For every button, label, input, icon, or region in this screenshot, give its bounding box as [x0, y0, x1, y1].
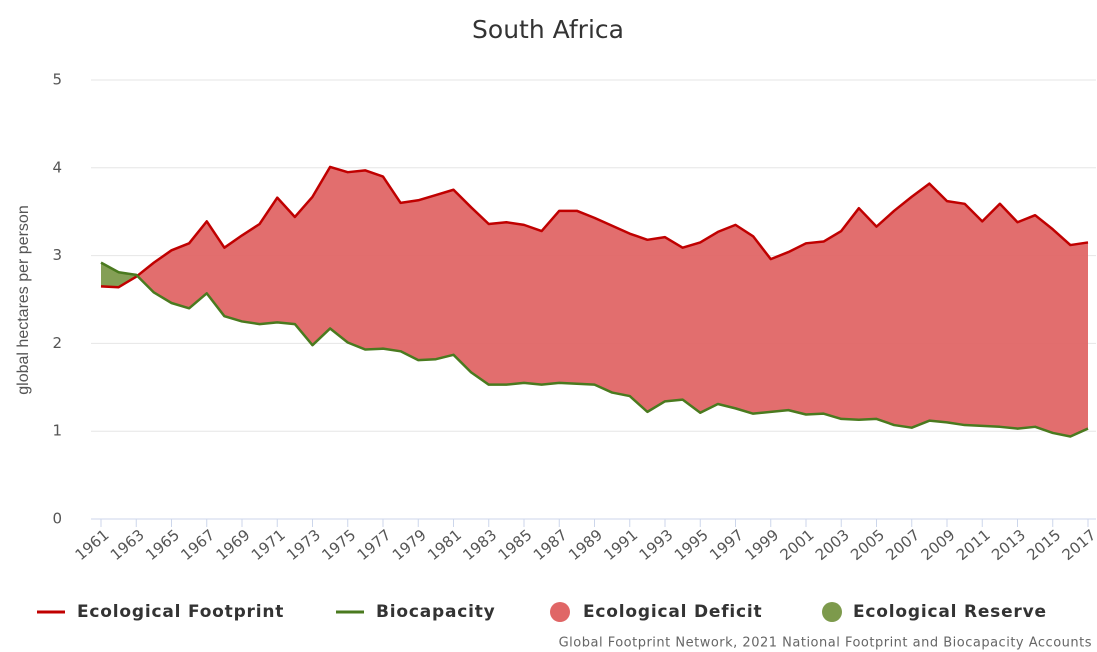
x-tick-label: 1995: [671, 526, 712, 564]
x-tick-label: 2017: [1059, 526, 1097, 564]
x-tick-label: 1987: [530, 526, 571, 564]
series-line: [100, 165, 1089, 289]
x-tick-label: 1969: [213, 526, 254, 564]
x-tick-label: 1967: [177, 526, 218, 564]
x-tick-label: 2003: [812, 526, 853, 564]
y-tick-label: 1: [52, 422, 62, 440]
x-tick-label: 1975: [318, 526, 359, 564]
deficit-area: [101, 166, 1088, 437]
x-tick-label: 1963: [107, 526, 148, 564]
y-tick-label: 3: [52, 246, 62, 264]
legend-label: Ecological Reserve: [853, 602, 1047, 622]
x-tick-label: 2013: [988, 526, 1029, 564]
legend-swatch: [822, 602, 842, 622]
chart-title: South Africa: [472, 15, 624, 44]
x-tick-label: 2011: [953, 526, 994, 564]
y-tick-label: 0: [52, 510, 62, 528]
x-tick-label: 2005: [847, 526, 888, 564]
legend-label: Biocapacity: [376, 602, 496, 622]
deficit-clip-inner: [101, 166, 1088, 437]
x-tick-label: 1997: [706, 526, 747, 564]
x-tick-label: 1985: [495, 526, 536, 564]
x-tick-label: 1999: [741, 526, 782, 564]
deficit-clip: [101, 166, 1088, 437]
x-tick-label: 1979: [389, 526, 430, 564]
x-tick-label: 1983: [459, 526, 500, 564]
x-tick-label: 1973: [283, 526, 324, 564]
y-tick-label: 5: [52, 71, 62, 89]
x-tick-label: 1977: [354, 526, 395, 564]
x-tick-label: 1991: [600, 526, 641, 564]
x-tick-label: 1971: [248, 526, 289, 564]
series-line: [100, 261, 1089, 438]
x-tick-label: 2009: [918, 526, 959, 564]
x-tick-label: 1981: [424, 526, 465, 564]
legend-label: Ecological Deficit: [583, 602, 762, 622]
legend-swatch: [550, 602, 570, 622]
x-tick-label: 2007: [882, 526, 923, 564]
legend-label: Ecological Footprint: [77, 602, 284, 622]
x-tick-label: 2001: [777, 526, 818, 564]
y-axis-label: global hectares per person: [15, 205, 32, 394]
x-tick-label: 1965: [142, 526, 183, 564]
x-tick-label: 1993: [636, 526, 677, 564]
x-tick-label: 2015: [1023, 526, 1064, 564]
x-tick-label: 1961: [72, 526, 113, 564]
y-tick-label: 2: [52, 334, 62, 352]
y-tick-label: 4: [52, 158, 62, 176]
x-tick-label: 1989: [565, 526, 606, 564]
source-note: Global Footprint Network, 2021 National …: [559, 636, 1092, 651]
